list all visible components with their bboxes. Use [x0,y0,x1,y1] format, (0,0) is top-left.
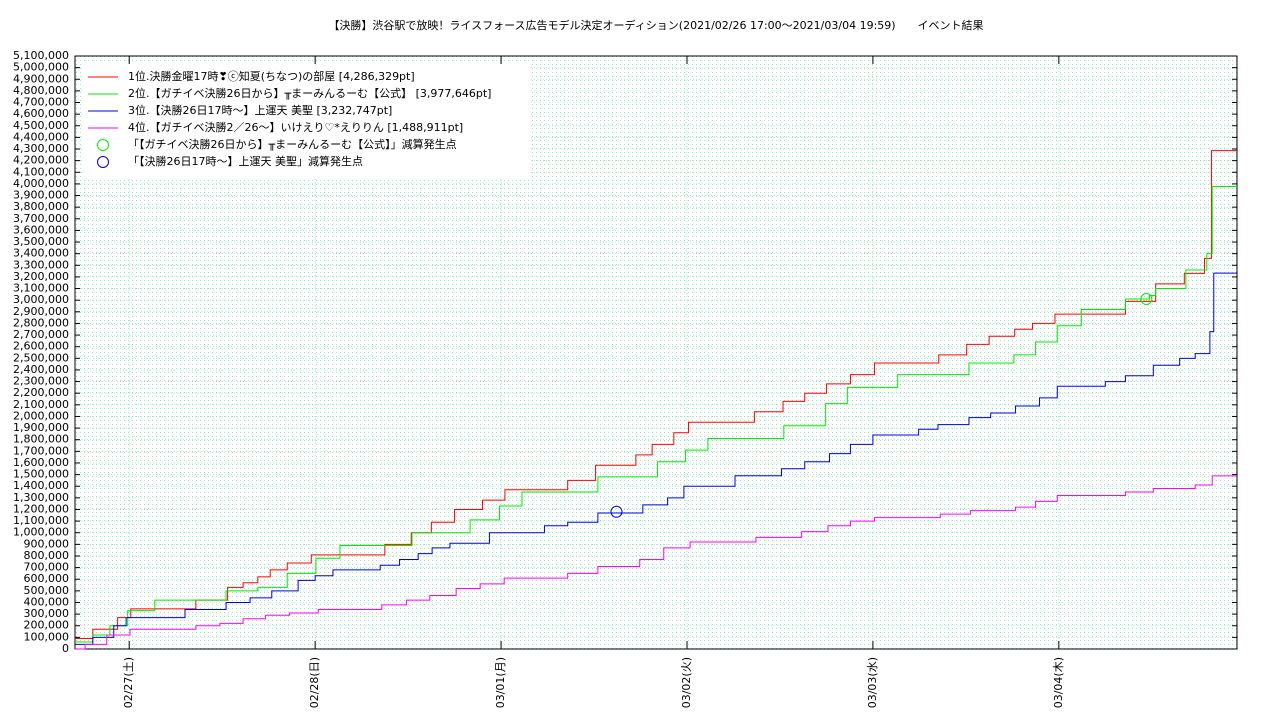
y-tick-label: 4,900,000 [13,72,69,85]
y-tick-label: 4,300,000 [13,142,69,155]
y-tick-label: 500,000 [24,584,70,597]
legend-label: 4位.【ガチイベ決勝2／26～】いけえり♡*えりりん [1,488,911pt] [128,120,463,134]
y-tick-label: 700,000 [24,561,70,574]
y-tick-label: 3,000,000 [13,293,69,306]
y-tick-label: 4,600,000 [13,107,69,120]
y-tick-label: 1,100,000 [13,514,69,527]
y-tick-label: 200,000 [24,619,70,632]
x-tick-label: 02/27(土) [122,657,135,708]
y-tick-label: 3,300,000 [13,258,69,271]
legend-label: 3位.【決勝26日17時～】上運天 美聖 [3,232,747pt] [128,103,392,117]
series-line [75,272,1237,645]
y-tick-label: 2,400,000 [13,363,69,376]
y-tick-label: 400,000 [24,595,70,608]
y-tick-label: 4,000,000 [13,177,69,190]
y-tick-label: 5,000,000 [13,61,69,74]
y-tick-label: 2,100,000 [13,398,69,411]
legend-label: 1位.決勝金曜17時❣ⓒ知夏(ちなつ)の部屋 [4,286,329pt] [128,69,415,83]
y-tick-label: 2,900,000 [13,305,69,318]
y-tick-label: 600,000 [24,572,70,585]
y-tick-label: 3,400,000 [13,247,69,260]
y-tick-label: 0 [62,642,69,655]
series-line [75,475,1237,650]
x-tick-label: 03/01(月) [494,657,507,708]
legend-label: 「【ガチイベ決勝26日から】╥まーみんるーむ【公式】」減算発生点 [128,137,457,151]
plot-frame [74,55,1238,650]
y-tick-label: 2,300,000 [13,375,69,388]
y-tick-label: 1,600,000 [13,456,69,469]
y-tick-label: 4,700,000 [13,96,69,109]
y-tick-label: 1,900,000 [13,421,69,434]
y-tick-label: 1,000,000 [13,526,69,539]
x-tick-label: 03/03(水) [866,657,879,708]
y-tick-label: 2,600,000 [13,340,69,353]
y-tick-label: 5,100,000 [13,49,69,62]
y-tick-label: 2,800,000 [13,316,69,329]
y-tick-label: 1,700,000 [13,444,69,457]
legend-swatch [97,139,109,151]
legend-label: 2位.【ガチイベ決勝26日から】╥まーみんるーむ【公式】 [3,977,646p… [128,86,491,100]
y-tick-label: 4,400,000 [13,130,69,143]
x-tick-label: 02/28(日) [308,657,321,708]
y-tick-label: 4,500,000 [13,119,69,132]
y-tick-label: 100,000 [24,630,70,643]
legend-label: 「【決勝26日17時～】上運天 美聖」減算発生点 [128,154,363,168]
y-tick-label: 3,200,000 [13,270,69,283]
marker-point [1140,293,1153,306]
legend-swatch [97,156,109,168]
y-tick-label: 1,400,000 [13,479,69,492]
series-line [75,186,1237,643]
y-tick-label: 900,000 [24,537,70,550]
y-tick-label: 1,300,000 [13,491,69,504]
y-tick-label: 4,200,000 [13,154,69,167]
legend-box [84,64,530,178]
y-tick-label: 1,500,000 [13,468,69,481]
chart-title: 【決勝】渋谷駅で放映！ライスフォース広告モデル決定オーディション(2021/02… [328,18,983,32]
y-tick-label: 3,100,000 [13,282,69,295]
y-tick-label: 4,800,000 [13,84,69,97]
series-line [75,150,1237,640]
y-tick-label: 3,700,000 [13,212,69,225]
marker-point [610,505,623,518]
y-tick-label: 800,000 [24,549,70,562]
x-tick-label: 03/04(木) [1052,657,1065,708]
x-tick-label: 03/02(火) [680,657,693,708]
y-tick-label: 1,800,000 [13,433,69,446]
y-tick-label: 2,200,000 [13,386,69,399]
y-tick-label: 1,200,000 [13,502,69,515]
y-tick-label: 3,800,000 [13,200,69,213]
y-tick-label: 300,000 [24,607,70,620]
y-tick-label: 2,700,000 [13,328,69,341]
y-tick-label: 3,500,000 [13,235,69,248]
y-tick-label: 3,900,000 [13,189,69,202]
y-tick-label: 3,600,000 [13,223,69,236]
y-tick-label: 2,000,000 [13,409,69,422]
y-tick-label: 2,500,000 [13,351,69,364]
y-tick-label: 4,100,000 [13,165,69,178]
